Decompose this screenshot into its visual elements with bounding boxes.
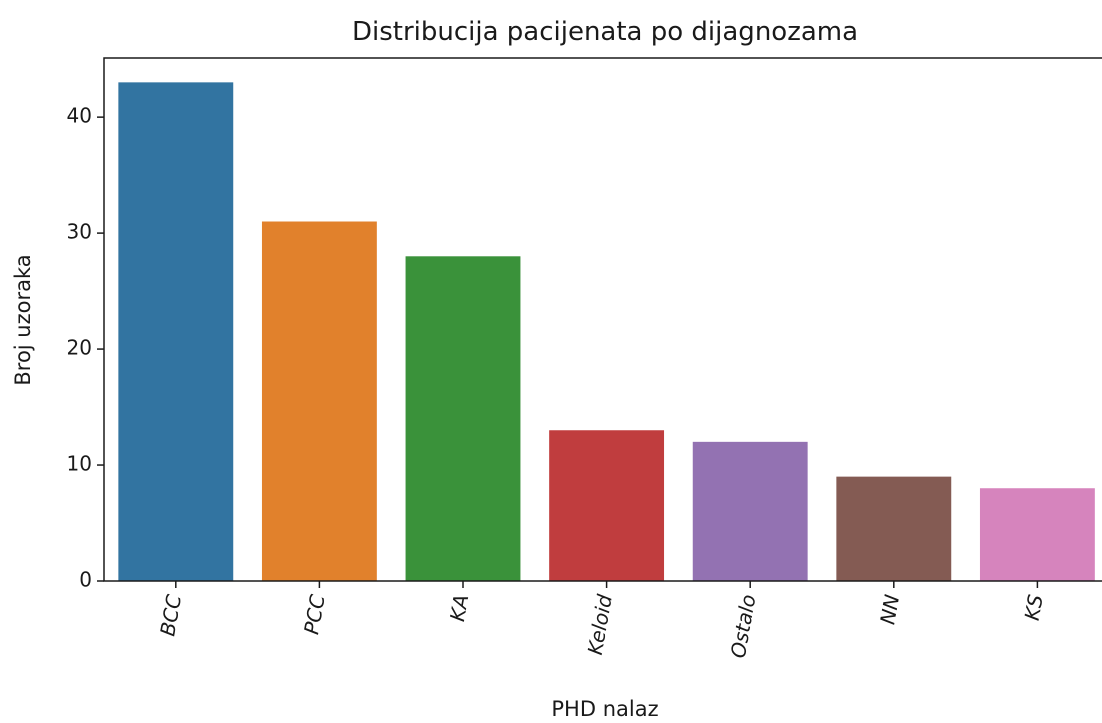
bar [979, 488, 1095, 581]
y-axis-label: Broj uzoraka [11, 254, 35, 385]
chart-title: Distribucija pacijenata po dijagnozama [352, 17, 858, 47]
x-tick-label: KS [1020, 592, 1048, 622]
x-tick-label: Ostalo [726, 593, 761, 660]
y-tick-label: 20 [67, 336, 92, 360]
bar [549, 430, 665, 581]
bar [118, 82, 234, 582]
x-tick-label: BCC [155, 593, 186, 638]
bar [405, 256, 521, 581]
plot-frame [103, 57, 1102, 582]
bar [692, 441, 808, 581]
y-tick-label: 40 [67, 104, 92, 128]
bar [836, 476, 952, 581]
x-tick-label: NN [875, 593, 904, 627]
y-tick-label: 0 [79, 568, 92, 592]
x-tick-label: KA [445, 593, 473, 624]
y-tick-label: 10 [67, 452, 92, 476]
x-tick-label: Keloid [583, 592, 617, 656]
bar [261, 221, 377, 581]
x-axis-label: PHD nalaz [551, 697, 658, 721]
x-tick-label: PCC [299, 593, 330, 637]
y-tick-label: 30 [67, 220, 92, 244]
